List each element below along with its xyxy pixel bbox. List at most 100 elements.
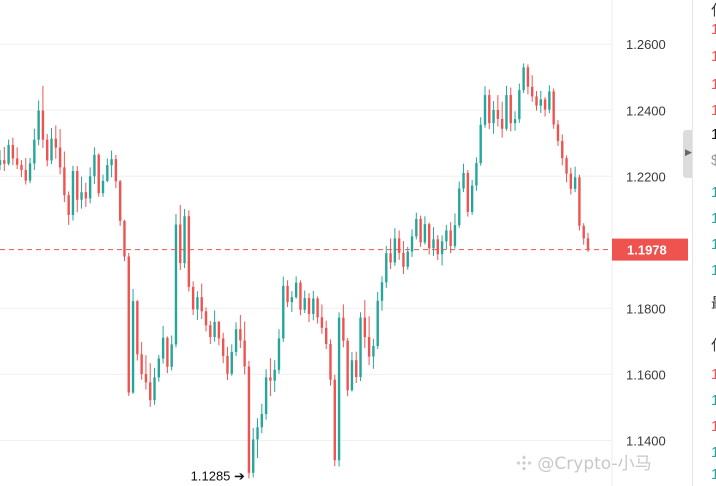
candle xyxy=(230,344,233,376)
candle-body xyxy=(329,344,332,380)
candle xyxy=(200,283,203,319)
candle xyxy=(3,146,6,172)
candle-body xyxy=(363,317,367,338)
candle-body xyxy=(355,360,358,378)
candle xyxy=(303,290,306,313)
candle xyxy=(548,85,551,114)
candle xyxy=(24,158,27,185)
candle xyxy=(466,170,470,217)
candle-body xyxy=(213,321,216,338)
panel-collapse-tab[interactable]: ▶ xyxy=(683,130,694,178)
candle xyxy=(226,347,229,381)
candle xyxy=(565,155,568,183)
candle-body xyxy=(67,195,70,215)
candle-body xyxy=(569,173,573,189)
candle xyxy=(329,339,332,386)
candle-body xyxy=(191,286,195,310)
candle xyxy=(264,369,268,420)
candle xyxy=(247,360,251,479)
candle xyxy=(209,320,212,345)
candle xyxy=(140,342,143,380)
candle-body xyxy=(483,95,487,125)
side-panel-row: 仏 xyxy=(711,334,716,355)
candle xyxy=(419,215,422,247)
candle xyxy=(397,230,401,260)
candle-body xyxy=(286,285,289,303)
candle xyxy=(123,219,126,262)
candle-body xyxy=(118,181,122,221)
candle xyxy=(191,281,195,315)
candle-body xyxy=(436,239,439,255)
candle xyxy=(582,223,585,245)
candle xyxy=(436,235,439,261)
side-panel-row: 最 xyxy=(711,292,716,313)
candle-body xyxy=(410,236,414,252)
candle-body xyxy=(479,124,482,164)
candle xyxy=(204,307,208,332)
candle-body xyxy=(273,369,276,381)
candle-body xyxy=(84,192,88,199)
candle-body xyxy=(11,144,15,159)
candle xyxy=(552,88,555,129)
candle xyxy=(15,147,19,170)
candle-body xyxy=(58,147,62,168)
current-price-tag: 1.1978 xyxy=(612,238,688,261)
candle-body xyxy=(307,298,311,314)
candle-body xyxy=(513,119,517,124)
candle xyxy=(367,316,371,366)
candle-body xyxy=(518,90,521,120)
candle-body xyxy=(252,439,255,473)
candle-body xyxy=(140,354,143,375)
candle xyxy=(496,95,500,127)
candle-body xyxy=(136,301,139,355)
candle-body xyxy=(174,224,178,345)
candle-body xyxy=(582,225,585,239)
y-tick-label: 1.2200 xyxy=(626,169,666,184)
side-panel-row: 1 xyxy=(711,444,716,461)
candle-body xyxy=(427,224,431,249)
candle xyxy=(63,151,66,203)
candle xyxy=(316,296,319,324)
candle xyxy=(217,320,221,346)
candle xyxy=(67,191,70,225)
low-price-marker: 1.1285 ➔ xyxy=(191,468,245,483)
candle xyxy=(260,403,264,434)
candle-body xyxy=(312,298,315,314)
candle xyxy=(174,213,178,348)
candle-body xyxy=(565,158,568,174)
candle-body xyxy=(526,67,530,87)
y-tick-label: 1.1600 xyxy=(626,367,666,382)
candle-body xyxy=(397,238,401,253)
candle xyxy=(427,222,431,255)
y-tick-label: 1.1400 xyxy=(626,433,666,448)
side-panel-row: 1 xyxy=(711,210,716,227)
candle-body xyxy=(440,241,444,255)
candle xyxy=(492,101,495,134)
candle xyxy=(500,101,504,138)
candle xyxy=(28,157,32,184)
candle xyxy=(101,174,105,197)
candle xyxy=(415,212,418,240)
candle xyxy=(131,288,135,394)
candle-body xyxy=(37,110,40,140)
candle xyxy=(269,358,272,397)
candle-body xyxy=(88,176,92,199)
candle xyxy=(470,179,474,215)
candle-body xyxy=(359,317,362,378)
candle-body xyxy=(492,109,495,124)
candle xyxy=(118,179,122,226)
candle xyxy=(578,174,581,231)
candle-body xyxy=(505,95,508,129)
price-axis: 1.2600 1.2400 1.2200 1.1800 1.1600 1.1400 xyxy=(611,0,666,486)
candle xyxy=(0,150,2,171)
candle xyxy=(58,129,62,175)
candle xyxy=(41,85,45,148)
candle xyxy=(252,427,255,478)
y-tick-label: 1.2600 xyxy=(626,37,666,52)
candle-body xyxy=(179,224,182,264)
side-panel-row: 1 xyxy=(711,184,716,201)
candle xyxy=(256,418,259,458)
candle xyxy=(432,227,435,256)
candle-body xyxy=(496,109,500,119)
